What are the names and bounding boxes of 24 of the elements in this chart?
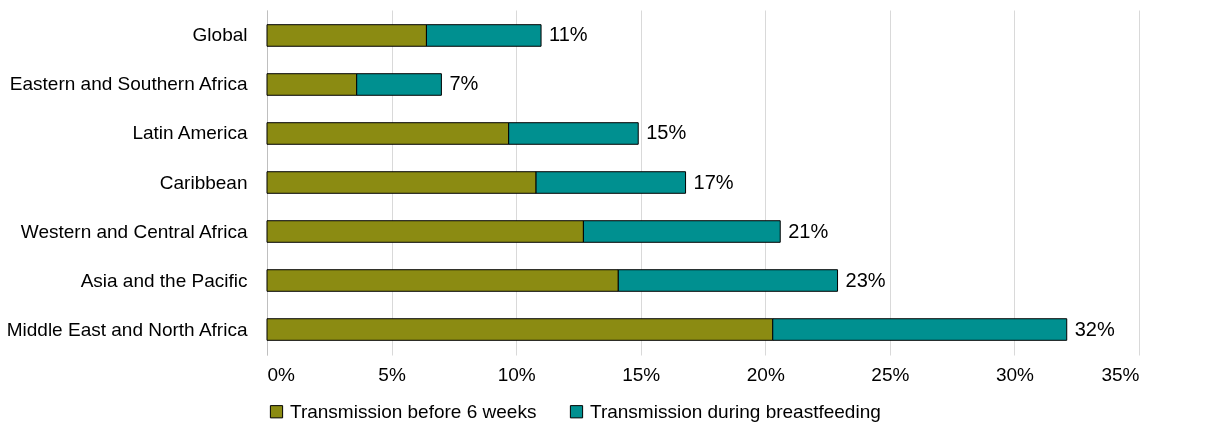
x-tick-label: 25% xyxy=(871,363,910,385)
y-tick-label: Middle East and North Africa xyxy=(6,318,248,340)
x-tick-label: 20% xyxy=(746,363,785,385)
x-tick-label: 35% xyxy=(1101,363,1140,385)
total-label: 7% xyxy=(449,72,479,95)
y-tick-label: Latin America xyxy=(132,122,248,144)
total-label: 11% xyxy=(549,23,588,46)
x-tick-label: 30% xyxy=(995,363,1035,385)
total-label: 23% xyxy=(845,268,886,291)
y-tick-label: Caribbean xyxy=(159,171,248,193)
legend-label: Transmission during breastfeeding xyxy=(590,400,881,422)
x-tick-label: 15% xyxy=(622,363,661,385)
y-tick-label: Global xyxy=(192,24,248,46)
x-tick-label: 0% xyxy=(267,363,296,385)
total-label: 32% xyxy=(1074,317,1115,340)
x-tick-label: 5% xyxy=(378,363,406,385)
y-tick-label: Asia and the Pacific xyxy=(80,269,248,291)
x-tick-label: 10% xyxy=(497,363,536,385)
total-label: 21% xyxy=(788,219,829,242)
total-label: 17% xyxy=(693,170,734,193)
y-tick-label: Western and Central Africa xyxy=(20,220,248,242)
y-tick-label: Eastern and Southern Africa xyxy=(9,73,248,95)
total-label: 15% xyxy=(646,121,687,144)
legend-label: Transmission before 6 weeks xyxy=(290,400,537,422)
